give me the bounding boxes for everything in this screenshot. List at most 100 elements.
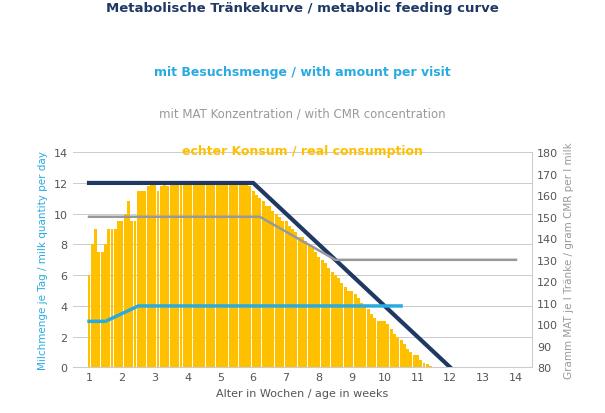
Bar [367,309,370,368]
Bar [180,183,183,368]
Bar [209,183,212,368]
Bar [120,222,123,368]
Bar [232,183,235,368]
Bar [301,237,304,368]
Bar [169,183,172,368]
Bar [97,252,100,368]
Bar [255,196,258,368]
Bar [390,329,393,368]
Bar [189,183,192,368]
Y-axis label: Gramm MAT je l Tränke / gram CMR per l milk: Gramm MAT je l Tränke / gram CMR per l m… [564,142,574,378]
Text: echter Konsum / real consumption: echter Konsum / real consumption [182,145,423,157]
Bar [341,283,344,368]
Bar [410,352,413,368]
Text: mit Besuchsmenge / with amount per visit: mit Besuchsmenge / with amount per visit [154,66,451,79]
Bar [360,303,363,368]
Bar [160,187,163,368]
Bar [419,360,422,368]
Bar [383,322,386,368]
Bar [304,242,307,368]
Bar [245,183,248,368]
Bar [199,183,202,368]
Bar [186,183,189,368]
Bar [380,322,383,368]
Bar [321,260,324,368]
Bar [307,245,310,368]
Bar [406,349,409,368]
Bar [212,183,215,368]
Bar [416,355,419,368]
Bar [278,217,281,368]
Bar [150,183,153,368]
Bar [275,214,278,368]
Bar [242,183,245,368]
Bar [403,344,406,368]
Text: Metabolische Tränkekurve / metabolic feeding curve: Metabolische Tränkekurve / metabolic fee… [106,2,499,15]
Bar [288,226,291,368]
Bar [393,334,396,368]
Bar [284,222,287,368]
Bar [281,222,284,368]
Bar [291,230,294,368]
Bar [238,183,241,368]
Bar [344,288,347,368]
Bar [127,202,130,368]
Bar [91,245,94,368]
Bar [330,273,333,368]
Bar [176,183,179,368]
Bar [163,183,166,368]
X-axis label: Alter in Wochen / age in weeks: Alter in Wochen / age in weeks [217,388,388,398]
Bar [146,187,149,368]
Bar [183,183,186,368]
Bar [318,257,321,368]
Bar [298,237,301,368]
Text: mit MAT Konzentration / with CMR concentration: mit MAT Konzentration / with CMR concent… [159,107,446,120]
Bar [134,222,137,368]
Bar [196,183,199,368]
Bar [203,183,206,368]
Bar [364,306,367,368]
Bar [324,263,327,368]
Bar [334,275,337,368]
Bar [370,314,373,368]
Bar [226,183,229,368]
Bar [117,222,120,368]
Bar [143,191,146,368]
Bar [94,230,97,368]
Y-axis label: Milchmenge je Tag / milk quantity per day: Milchmenge je Tag / milk quantity per da… [38,151,48,369]
Bar [314,252,317,368]
Bar [222,183,225,368]
Bar [258,199,261,368]
Bar [100,252,103,368]
Bar [357,299,360,368]
Bar [215,183,218,368]
Bar [347,291,350,368]
Bar [265,206,268,368]
Bar [261,202,264,368]
Bar [350,291,353,368]
Bar [219,183,222,368]
Bar [173,183,176,368]
Bar [123,214,126,368]
Bar [114,230,117,368]
Bar [166,187,169,368]
Bar [268,206,271,368]
Bar [295,233,298,368]
Bar [311,248,314,368]
Bar [376,322,379,368]
Bar [249,187,252,368]
Bar [111,230,114,368]
Bar [235,183,238,368]
Bar [192,183,195,368]
Bar [130,222,133,368]
Bar [140,191,143,368]
Bar [387,325,390,368]
Bar [399,340,402,368]
Bar [429,366,432,368]
Bar [337,279,340,368]
Bar [396,337,399,368]
Bar [104,245,107,368]
Bar [157,191,160,368]
Bar [153,183,156,368]
Bar [413,355,416,368]
